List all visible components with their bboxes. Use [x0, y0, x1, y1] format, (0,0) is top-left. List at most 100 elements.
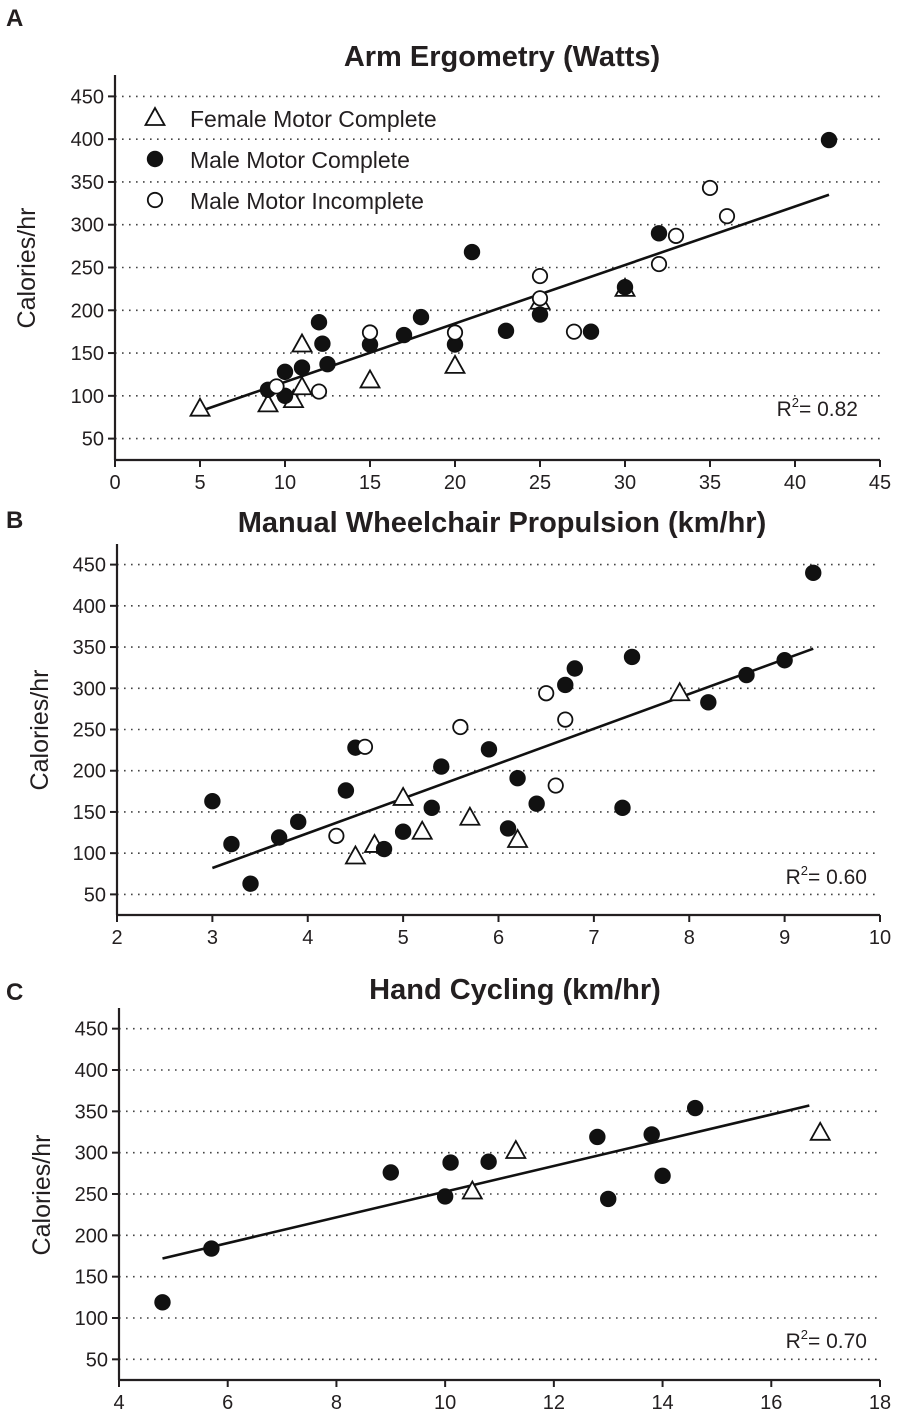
- data-point: [805, 564, 822, 582]
- legend: Female Motor Complete Male Motor Complete…: [143, 106, 437, 214]
- y-tick-label: 150: [75, 1267, 108, 1289]
- r-squared-symbol: R: [786, 866, 801, 889]
- regression-line: [162, 1104, 810, 1260]
- panel-letter: C: [6, 979, 23, 1006]
- data-point: [290, 332, 314, 353]
- chart-panel-C: C Hand Cycling (km/hr) 50 100 150 200 250 300 35…: [6, 974, 891, 1414]
- r-squared-value: = 0.82: [799, 398, 858, 421]
- data-point: [328, 827, 345, 844]
- legend-marker-female_complete: [143, 106, 167, 126]
- data-point: [392, 786, 415, 806]
- y-tick-label: 400: [73, 596, 106, 618]
- r-squared-label: R2= 0.60: [786, 863, 867, 889]
- x-tick-label: 0: [109, 472, 120, 494]
- r-squared-symbol: R: [777, 398, 792, 421]
- data-point: [497, 322, 515, 340]
- y-tick-label: 250: [71, 258, 104, 280]
- x-tick-label: 7: [588, 927, 599, 949]
- data-point: [293, 359, 311, 376]
- y-tick-label: 350: [71, 172, 104, 194]
- data-point: [668, 681, 691, 702]
- x-tick-label: 2: [111, 927, 122, 949]
- data-point: [358, 368, 382, 389]
- data-point: [614, 799, 631, 817]
- data-point: [557, 676, 574, 694]
- y-tick-label: 150: [73, 802, 106, 824]
- regression-line: [211, 647, 814, 870]
- x-tick-label: 8: [684, 927, 695, 949]
- data-point: [738, 666, 755, 684]
- x-tick-label: 9: [779, 927, 790, 949]
- y-axis-label: Calories/hr: [28, 1135, 56, 1256]
- x-tick-label: 12: [543, 1392, 565, 1414]
- data-point: [356, 738, 374, 755]
- y-tick-label: 50: [84, 884, 106, 906]
- data-point: [375, 840, 393, 858]
- data-point: [290, 375, 314, 396]
- y-tick-label: 450: [73, 555, 106, 577]
- legend-label: Female Motor Complete: [190, 106, 437, 132]
- data-point: [700, 694, 717, 711]
- series-female_complete: [188, 277, 637, 417]
- chart-title: Hand Cycling (km/hr): [369, 974, 661, 1006]
- x-tick-label: 45: [869, 472, 891, 494]
- x-tick-label: 30: [614, 472, 636, 494]
- data-point: [667, 227, 685, 244]
- data-point: [623, 648, 641, 666]
- data-point: [650, 225, 668, 242]
- panel-letter: B: [6, 507, 23, 534]
- series-male_incomplete: [268, 179, 736, 400]
- x-tick-label: 35: [699, 472, 721, 494]
- r-squared-value: = 0.60: [808, 866, 867, 889]
- chart-title: Manual Wheelchair Propulsion (km/hr): [238, 507, 767, 539]
- y-tick-label: 50: [82, 429, 104, 451]
- x-tick-label: 18: [869, 1392, 891, 1414]
- data-point: [506, 828, 529, 848]
- data-point: [442, 1154, 459, 1171]
- r-squared-exponent: 2: [801, 863, 808, 878]
- data-point: [223, 835, 240, 853]
- x-tick-label: 4: [113, 1392, 124, 1414]
- x-tick-label: 16: [760, 1392, 782, 1414]
- y-tick-label: 450: [75, 1019, 108, 1041]
- data-point: [600, 1190, 617, 1208]
- data-point: [557, 711, 574, 728]
- data-point: [686, 1099, 704, 1117]
- x-tick-label: 15: [359, 472, 381, 494]
- x-tick-label: 25: [529, 472, 551, 494]
- data-point: [776, 652, 793, 669]
- y-tick-label: 400: [75, 1060, 108, 1082]
- x-tick-label: 3: [207, 927, 218, 949]
- data-point: [458, 805, 481, 826]
- data-point: [203, 1240, 220, 1257]
- data-point: [480, 1153, 497, 1170]
- r-squared-symbol: R: [786, 1330, 801, 1353]
- regression-line: [199, 193, 830, 413]
- y-tick-label: 100: [73, 843, 106, 865]
- x-tick-label: 10: [274, 472, 296, 494]
- panel-letter: A: [6, 5, 23, 32]
- data-point: [276, 363, 294, 381]
- r-squared-value: = 0.70: [808, 1330, 867, 1353]
- data-point: [566, 660, 584, 677]
- legend-label: Male Motor Incomplete: [190, 188, 424, 214]
- y-tick-label: 250: [75, 1184, 108, 1206]
- data-point: [310, 383, 328, 400]
- data-point: [582, 323, 600, 340]
- data-point: [290, 813, 307, 831]
- data-point: [654, 1167, 671, 1185]
- x-tick-label: 14: [651, 1392, 673, 1414]
- data-point: [188, 396, 212, 417]
- data-point: [547, 777, 564, 794]
- data-point: [395, 326, 413, 344]
- r-squared-label: R2= 0.70: [786, 1327, 867, 1353]
- data-point: [446, 324, 464, 341]
- y-tick-label: 400: [71, 129, 104, 151]
- data-point: [616, 278, 634, 296]
- data-point: [433, 758, 450, 775]
- data-point: [499, 820, 517, 837]
- series-male_complete: [154, 1099, 704, 1311]
- data-point: [565, 323, 583, 340]
- y-tick-label: 100: [71, 386, 104, 408]
